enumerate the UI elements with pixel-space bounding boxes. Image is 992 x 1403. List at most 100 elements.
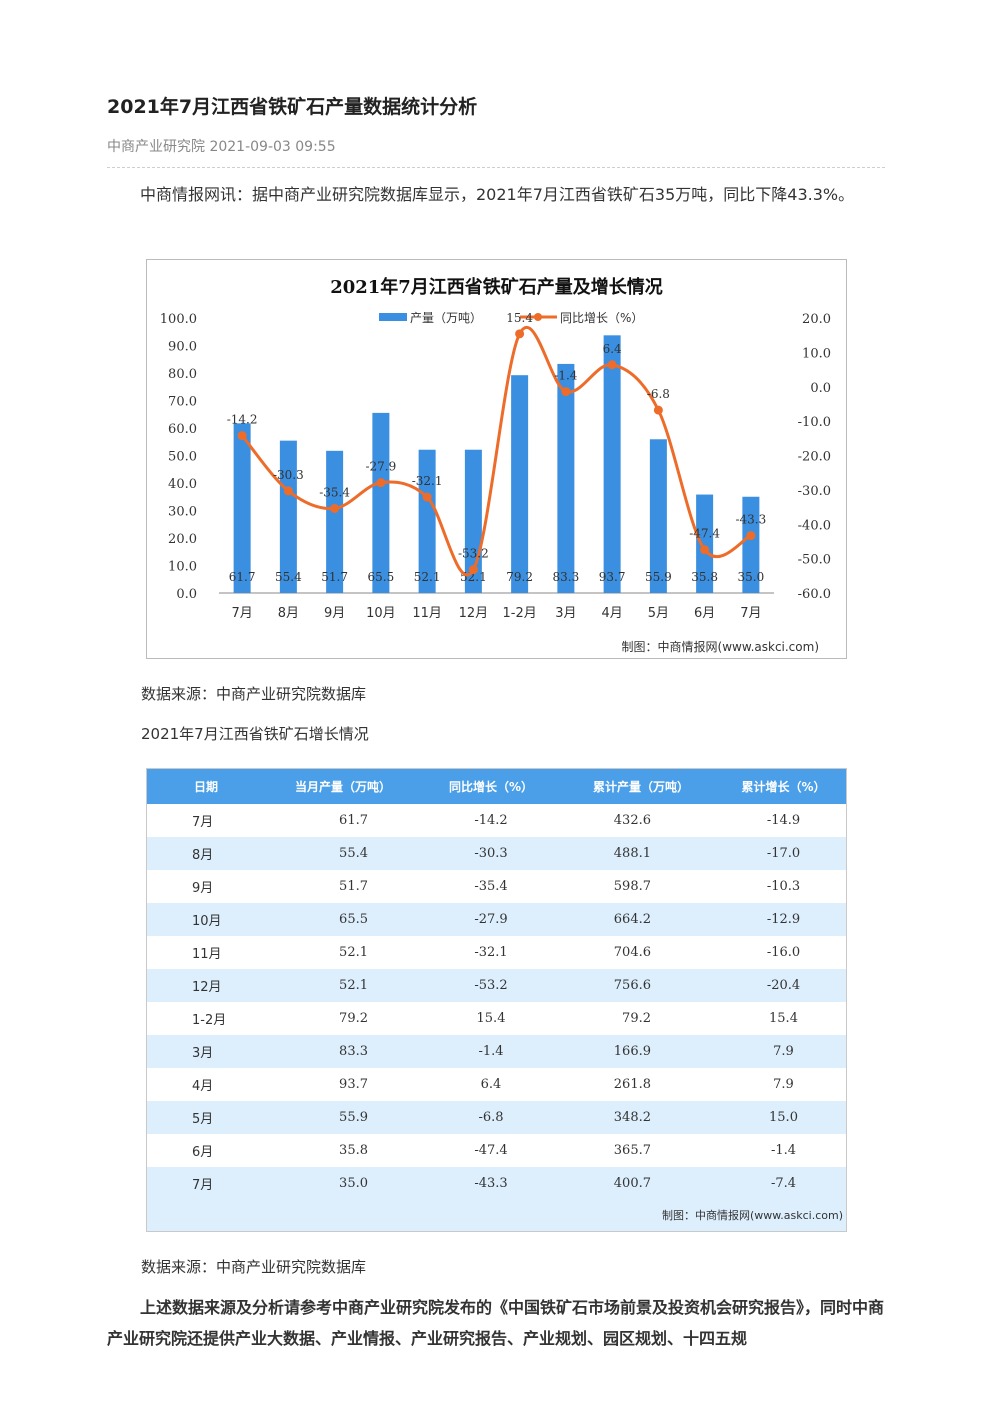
table-cell: 6月 bbox=[192, 1145, 214, 1160]
y-left-tick: 30.0 bbox=[168, 505, 197, 520]
table-cell: 5月 bbox=[147, 1101, 265, 1134]
growth-data-label: -32.1 bbox=[412, 474, 443, 488]
article-meta: 中商产业研究院 2021-09-03 09:55 bbox=[107, 139, 336, 155]
table-cell: -10.3 bbox=[766, 879, 801, 894]
growth-line bbox=[240, 325, 752, 577]
table-cell: 12月 bbox=[147, 969, 265, 1002]
bar-data-label: 51.7 bbox=[321, 570, 348, 584]
growth-data-label: -53.2 bbox=[458, 547, 489, 561]
y-right-tick: 20.0 bbox=[802, 312, 831, 327]
table-row: 10月 65.5 -27.9 664.2 -12.9 bbox=[147, 903, 846, 936]
growth-point bbox=[653, 405, 663, 415]
table-cell: -20.4 bbox=[721, 969, 846, 1002]
x-tick-label: 4月 bbox=[601, 606, 622, 621]
growth-data-label: -14.2 bbox=[227, 413, 258, 427]
y-right-tick: 0.0 bbox=[810, 381, 831, 396]
table-cell: 664.2 bbox=[561, 903, 721, 936]
table-cell: 704.6 bbox=[613, 945, 651, 960]
growth-point bbox=[422, 492, 432, 502]
table-cell: 10月 bbox=[147, 903, 265, 936]
table-cell: 52.1 bbox=[339, 945, 368, 960]
growth-point bbox=[515, 329, 525, 339]
table-header-row: 日期 当月产量（万吨） 同比增长（%） 累计产量（万吨） 累计增长（%） bbox=[147, 769, 846, 804]
table-cell: 348.2 bbox=[561, 1101, 721, 1134]
chart-title: 2021年7月江西省铁矿石产量及增长情况 bbox=[330, 276, 663, 298]
table-cell: 35.8 bbox=[339, 1143, 368, 1158]
table-caption: 2021年7月江西省铁矿石增长情况 bbox=[141, 725, 369, 743]
table-cell: 55.4 bbox=[265, 837, 421, 870]
table-cell: -7.4 bbox=[721, 1167, 846, 1200]
x-tick-label: 3月 bbox=[555, 606, 576, 621]
table-cell: 365.7 bbox=[613, 1143, 651, 1158]
bar-data-label: 35.0 bbox=[738, 570, 765, 584]
growth-point bbox=[700, 545, 710, 555]
bar bbox=[696, 494, 714, 593]
x-tick-label: 10月 bbox=[366, 606, 396, 621]
table-cell: 3月 bbox=[147, 1035, 265, 1068]
bar-data-label: 93.7 bbox=[599, 570, 626, 584]
legend-line-marker bbox=[534, 313, 542, 321]
table-row: 11月 52.1 -32.1 704.6 -16.0 bbox=[147, 936, 846, 969]
y-left-tick: 60.0 bbox=[168, 422, 197, 437]
table-cell: 7.9 bbox=[773, 1077, 794, 1092]
growth-point bbox=[468, 565, 478, 575]
table-cell: -1.4 bbox=[770, 1143, 797, 1158]
table-cell: -16.0 bbox=[766, 945, 801, 960]
table-cell: 93.7 bbox=[339, 1077, 368, 1092]
y-left-tick: 80.0 bbox=[168, 367, 197, 382]
table-cell: -12.9 bbox=[721, 903, 846, 936]
bar-data-label: 79.2 bbox=[506, 570, 533, 584]
bar bbox=[372, 412, 390, 593]
y-right-tick: -50.0 bbox=[798, 553, 831, 568]
growth-data-label: 15.4 bbox=[506, 311, 533, 325]
y-left-tick: 0.0 bbox=[176, 587, 197, 602]
table-cell: 35.0 bbox=[265, 1167, 421, 1200]
x-tick-label: 11月 bbox=[412, 606, 442, 621]
table-cell: 52.1 bbox=[265, 969, 421, 1002]
bar bbox=[557, 363, 575, 593]
bar bbox=[418, 449, 436, 593]
y-left-tick: 20.0 bbox=[168, 532, 197, 547]
divider bbox=[107, 167, 885, 168]
table-cell: 598.7 bbox=[613, 879, 651, 894]
bar-data-label: 35.8 bbox=[691, 570, 718, 584]
table-cell: 261.8 bbox=[613, 1077, 651, 1092]
chart-svg: 2021年7月江西省铁矿石产量及增长情况 100.0 90.0 80.0 70.0 60.… bbox=[160, 276, 831, 654]
table-header-4: 累计增长（%） bbox=[721, 769, 846, 804]
table-cell: 11月 bbox=[192, 947, 222, 962]
bar bbox=[742, 496, 760, 593]
growth-data-label: -6.8 bbox=[647, 387, 670, 401]
growth-data-label: -43.3 bbox=[735, 513, 766, 527]
bar bbox=[649, 439, 667, 593]
table-header-0: 日期 bbox=[147, 769, 265, 804]
table-cell: 7月 bbox=[147, 1167, 265, 1200]
x-tick-label: 5月 bbox=[648, 606, 669, 621]
table-cell: -27.9 bbox=[421, 903, 561, 936]
growth-data-label: -27.9 bbox=[365, 460, 396, 474]
table-row: 9月 51.7 -35.4 598.7 -10.3 bbox=[147, 870, 846, 903]
chart-source: 数据来源：中商产业研究院数据库 bbox=[141, 685, 367, 703]
table-header-1: 当月产量（万吨） bbox=[265, 769, 421, 804]
legend-bar-label: 产量（万吨） bbox=[410, 311, 482, 325]
article-title: 2021年7月江西省铁矿石产量数据统计分析 bbox=[107, 96, 478, 118]
table-cell: 51.7 bbox=[339, 879, 368, 894]
table-cell: -32.1 bbox=[474, 945, 508, 960]
table-cell: -43.3 bbox=[421, 1167, 561, 1200]
table-filler-row bbox=[147, 1200, 846, 1231]
table-cell: -53.2 bbox=[421, 969, 561, 1002]
y-right-tick: -60.0 bbox=[798, 587, 831, 602]
table-cell: -6.8 bbox=[421, 1101, 561, 1134]
x-tick-label: 12月 bbox=[459, 606, 489, 621]
table-cell: -17.0 bbox=[721, 837, 846, 870]
bar-data-label: 55.4 bbox=[275, 570, 302, 584]
table-cell: -47.4 bbox=[474, 1143, 508, 1158]
table-cell: 55.9 bbox=[265, 1101, 421, 1134]
y-right-tick: 10.0 bbox=[802, 346, 831, 361]
x-tick-label: 8月 bbox=[278, 606, 299, 621]
table-row: 4月 93.7 6.4 261.8 7.9 bbox=[147, 1068, 846, 1101]
x-tick-label: 6月 bbox=[694, 606, 715, 621]
y-left-tick: 90.0 bbox=[168, 340, 197, 355]
table-cell: 756.6 bbox=[561, 969, 721, 1002]
table-cell: 15.4 bbox=[769, 1011, 798, 1026]
table-credit: 制图：中商情报网(www.askci.com) bbox=[662, 1209, 843, 1222]
